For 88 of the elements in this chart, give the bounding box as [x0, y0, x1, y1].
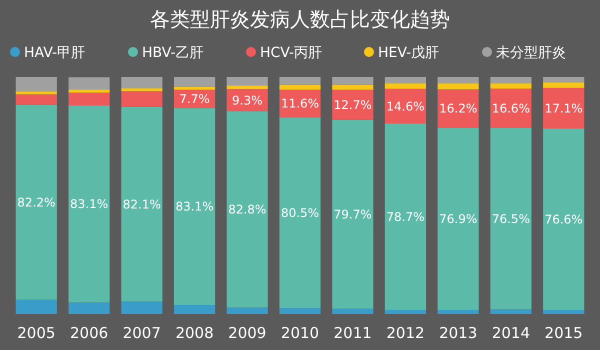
- data-label: 83.1%: [175, 200, 214, 214]
- bar: [332, 77, 374, 85]
- data-label: 76.9%: [439, 212, 478, 226]
- bar: [490, 128, 532, 310]
- bar: [121, 88, 162, 92]
- bar: [384, 123, 426, 310]
- bar: [332, 90, 374, 120]
- bar: [226, 307, 268, 314]
- bar: [438, 83, 479, 90]
- bar: [16, 104, 57, 300]
- bar: [490, 309, 532, 314]
- x-tick-label: 2011: [334, 324, 372, 342]
- bar: [490, 88, 532, 128]
- bar: [543, 77, 584, 82]
- data-label: 76.6%: [544, 212, 583, 226]
- bar: [174, 108, 216, 305]
- bar: [384, 88, 426, 124]
- data-label: 9.3%: [232, 93, 263, 108]
- bar: [543, 310, 584, 314]
- bar: [68, 77, 110, 90]
- legend-label: HBV-乙肝: [142, 44, 204, 61]
- bar: [174, 77, 216, 87]
- x-tick-label: 2005: [17, 324, 56, 342]
- x-tick-label: 2009: [228, 324, 266, 342]
- bar: [543, 88, 584, 128]
- bar: [68, 92, 110, 106]
- chart-title: 各类型肝炎发病人数占比变化趋势: [150, 7, 450, 31]
- data-label: 17.1%: [544, 101, 583, 116]
- data-label: 7.7%: [179, 92, 210, 106]
- data-label: 14.6%: [386, 99, 425, 114]
- data-label: 16.2%: [439, 102, 478, 116]
- bar: [226, 86, 268, 90]
- x-tick-label: 2015: [544, 324, 583, 342]
- bar: [121, 106, 162, 302]
- bar: [121, 77, 162, 88]
- legend-label: HAV-甲肝: [24, 44, 86, 61]
- x-tick-label: 2013: [439, 324, 478, 342]
- bar: [16, 77, 57, 92]
- data-label: 82.2%: [17, 195, 56, 210]
- bar: [68, 90, 110, 93]
- bar: [279, 308, 321, 314]
- bar: [279, 84, 321, 90]
- legend-label: HCV-丙肝: [260, 44, 322, 61]
- bar: [16, 91, 57, 94]
- data-label: 79.7%: [334, 208, 372, 222]
- data-label: 80.5%: [280, 206, 320, 220]
- bar: [68, 302, 110, 314]
- data-label: 83.1%: [70, 197, 108, 212]
- data-label: 11.6%: [280, 96, 320, 111]
- bar: [121, 91, 162, 107]
- data-label: 82.1%: [122, 197, 161, 212]
- bar: [384, 77, 426, 84]
- bar: [438, 310, 479, 314]
- bar: [121, 301, 162, 314]
- bar: [332, 84, 374, 90]
- bar: [174, 304, 216, 314]
- bar: [543, 82, 584, 88]
- bar: [279, 77, 321, 85]
- x-tick-label: 2014: [492, 324, 530, 342]
- bar: [16, 94, 57, 105]
- bar: [332, 308, 374, 314]
- bar: [543, 128, 584, 310]
- bar: [279, 117, 321, 308]
- bar: [384, 310, 426, 314]
- bar: [490, 83, 532, 89]
- bar: [226, 111, 268, 308]
- legend-label: HEV-戊肝: [378, 44, 440, 61]
- bar: [68, 105, 110, 302]
- data-label: 12.7%: [334, 98, 372, 112]
- bar: [490, 77, 532, 84]
- x-tick-label: 2006: [70, 324, 108, 342]
- bar: [384, 83, 426, 89]
- data-label: 78.7%: [386, 210, 425, 224]
- x-tick-label: 2008: [175, 324, 214, 342]
- bar: [174, 86, 216, 90]
- x-tick-label: 2007: [122, 324, 161, 342]
- data-label: 82.8%: [228, 202, 266, 216]
- x-tick-label: 2010: [280, 324, 320, 342]
- bar: [16, 300, 57, 314]
- bar: [438, 89, 479, 128]
- data-label: 76.5%: [492, 212, 530, 226]
- x-tick-label: 2012: [386, 324, 425, 342]
- bar: [332, 120, 374, 309]
- bar: [438, 77, 479, 84]
- bar: [438, 128, 479, 310]
- data-label: 16.6%: [492, 101, 530, 116]
- legend-label: 未分型肝炎: [496, 44, 566, 61]
- bar: [226, 77, 268, 86]
